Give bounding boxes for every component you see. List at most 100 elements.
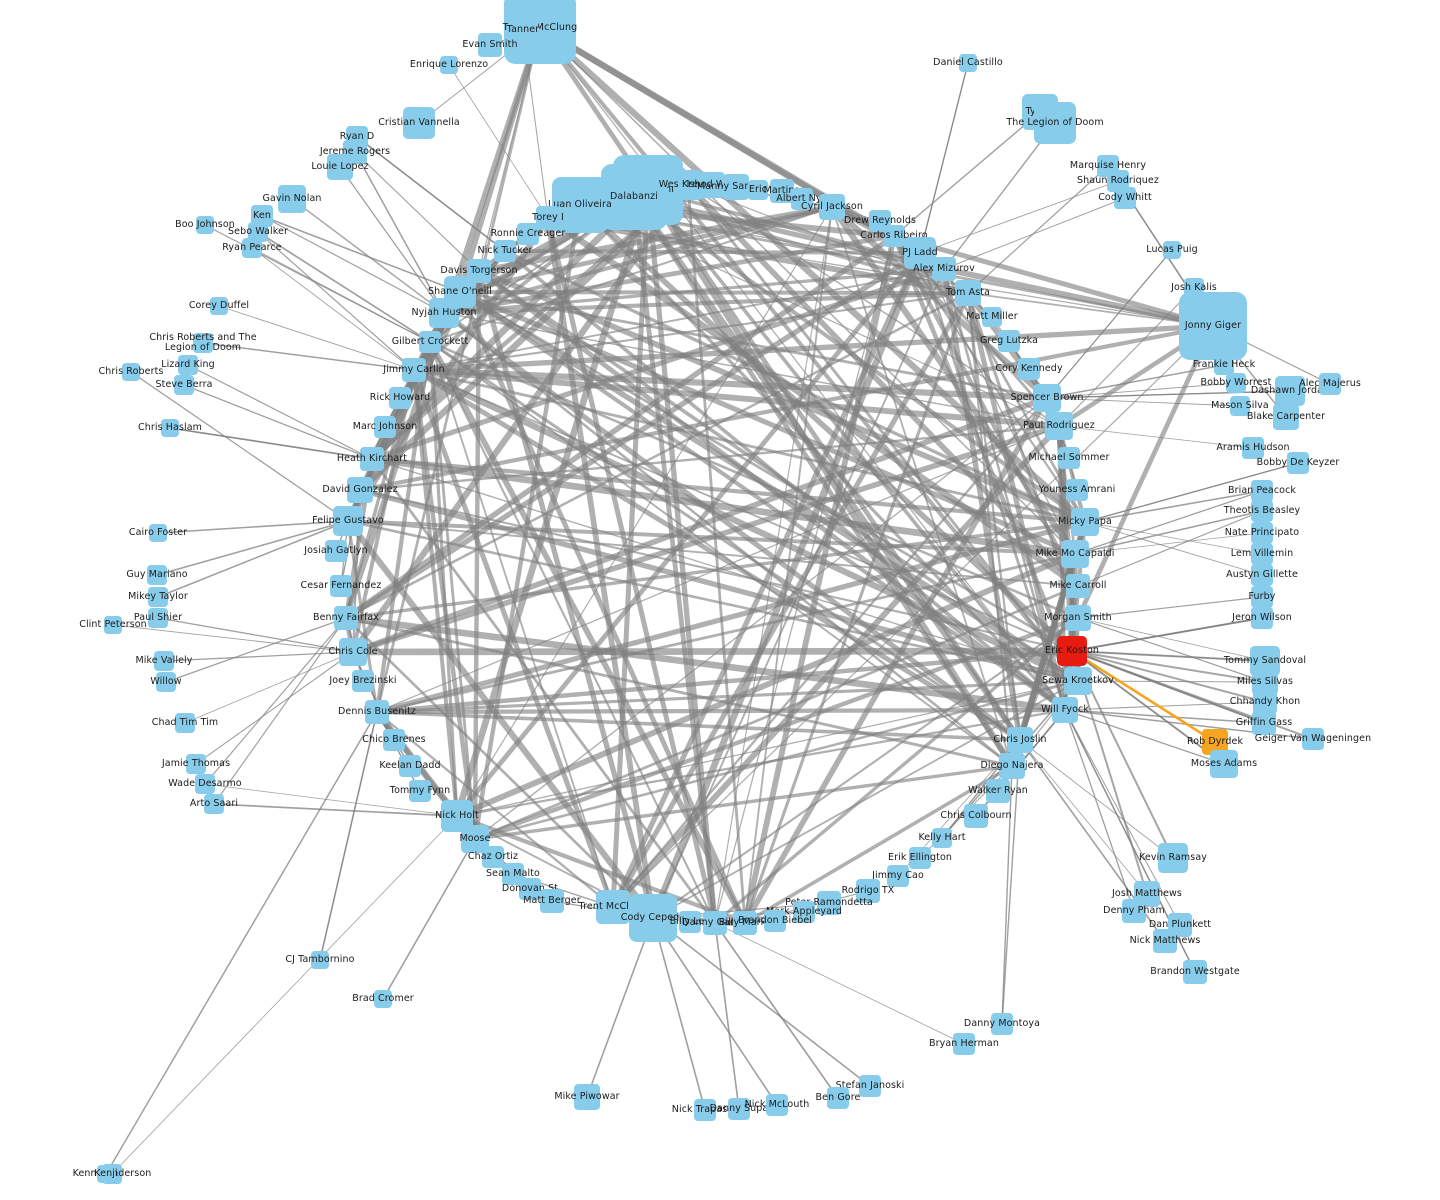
graph-node[interactable] (494, 240, 516, 262)
graph-node[interactable] (174, 375, 194, 395)
graph-node[interactable] (1251, 522, 1273, 544)
graph-node[interactable] (403, 107, 435, 139)
graph-node[interactable] (932, 828, 952, 848)
graph-node[interactable] (195, 774, 215, 794)
graph-node[interactable] (210, 297, 228, 315)
graph-node[interactable] (791, 188, 813, 210)
graph-node[interactable] (248, 222, 268, 242)
graph-node[interactable] (339, 638, 367, 666)
graph-node[interactable] (1230, 396, 1250, 416)
graph-node[interactable] (827, 1087, 849, 1109)
graph-node[interactable] (389, 387, 411, 409)
graph-node[interactable] (1122, 899, 1146, 923)
graph-node[interactable] (703, 911, 727, 935)
graph-node[interactable] (383, 729, 405, 751)
graph-node[interactable] (959, 54, 977, 72)
graph-node[interactable] (482, 846, 504, 868)
graph-node[interactable] (333, 506, 363, 536)
graph-node[interactable] (278, 185, 306, 213)
graph-node[interactable] (1242, 437, 1264, 459)
graph-node[interactable] (1251, 500, 1273, 522)
graph-node[interactable] (204, 794, 224, 814)
graph-node[interactable] (540, 889, 564, 913)
graph-node[interactable] (478, 33, 502, 57)
graph-node[interactable] (932, 257, 956, 281)
graph-node[interactable] (1071, 508, 1099, 536)
graph-node[interactable] (402, 358, 426, 382)
graph-node[interactable] (154, 651, 174, 671)
graph-node[interactable] (517, 223, 539, 245)
graph-node[interactable] (1210, 750, 1238, 778)
graph-node[interactable] (251, 205, 273, 227)
graph-node[interactable] (1253, 690, 1277, 714)
graph-node[interactable] (242, 238, 262, 258)
graph-node[interactable] (991, 1013, 1013, 1035)
graph-node[interactable] (327, 154, 353, 180)
graph-node[interactable] (122, 363, 140, 381)
graph-node[interactable] (1158, 843, 1188, 873)
graph-node[interactable] (419, 331, 441, 353)
graph-node[interactable] (360, 447, 384, 471)
graph-node[interactable] (793, 901, 815, 923)
graph-node[interactable] (601, 164, 667, 230)
graph-node[interactable] (374, 990, 392, 1008)
graph-node[interactable] (679, 911, 701, 933)
graph-node[interactable] (748, 180, 768, 200)
graph-node[interactable] (1066, 574, 1090, 598)
graph-node[interactable] (699, 172, 725, 198)
graph-node[interactable] (334, 606, 358, 630)
graph-node[interactable] (325, 540, 347, 562)
graph-node[interactable] (178, 355, 198, 375)
graph-node[interactable] (887, 865, 909, 887)
graph-node[interactable] (508, 15, 538, 45)
graph-node[interactable] (883, 225, 905, 247)
graph-node[interactable] (999, 753, 1025, 779)
graph-node[interactable] (374, 416, 396, 438)
graph-node[interactable] (770, 179, 794, 203)
graph-node[interactable] (859, 1075, 881, 1097)
graph-node[interactable] (104, 616, 122, 634)
graph-node[interactable] (1061, 540, 1089, 568)
graph-node[interactable] (352, 670, 374, 692)
graph-node[interactable] (955, 280, 981, 306)
graph-node[interactable] (673, 170, 703, 200)
graph-node[interactable] (819, 194, 845, 220)
graph-node[interactable] (148, 608, 168, 628)
graph-node[interactable] (1007, 727, 1033, 753)
graph-node[interactable] (147, 565, 167, 585)
graph-node[interactable] (1226, 373, 1246, 393)
graph-node[interactable] (1273, 404, 1299, 430)
graph-node[interactable] (764, 910, 786, 932)
graph-node[interactable] (311, 951, 329, 969)
graph-node[interactable] (728, 1098, 750, 1120)
graph-node[interactable] (629, 894, 677, 942)
graph-node[interactable] (502, 863, 524, 885)
graph-node[interactable] (1319, 373, 1341, 395)
graph-node[interactable] (97, 1165, 115, 1183)
graph-node[interactable] (1251, 543, 1273, 565)
graph-node[interactable] (1107, 170, 1129, 192)
graph-node[interactable] (817, 891, 841, 915)
graph-node[interactable] (1287, 452, 1309, 474)
graph-node[interactable] (186, 754, 206, 774)
graph-node[interactable] (1153, 929, 1177, 953)
graph-node[interactable] (964, 804, 988, 828)
graph-node[interactable] (1045, 412, 1073, 440)
graph-node[interactable] (1302, 728, 1324, 750)
graph-node[interactable] (1058, 447, 1080, 469)
graph-node[interactable] (1275, 376, 1305, 406)
graph-node[interactable] (536, 206, 560, 230)
graph-node[interactable] (1179, 292, 1247, 360)
graph-node[interactable] (409, 780, 431, 802)
graph-node[interactable] (733, 911, 757, 935)
graph-node[interactable] (1034, 102, 1076, 144)
graph-node[interactable] (148, 587, 168, 607)
graph-node[interactable] (723, 174, 749, 200)
graph-node[interactable] (1114, 187, 1136, 209)
graph-node[interactable] (365, 700, 389, 724)
graph-node[interactable] (766, 1094, 788, 1116)
graph-node[interactable] (982, 307, 1002, 327)
graph-node[interactable] (1018, 358, 1040, 380)
graph-node[interactable] (1183, 960, 1207, 984)
graph-node[interactable] (440, 56, 458, 74)
